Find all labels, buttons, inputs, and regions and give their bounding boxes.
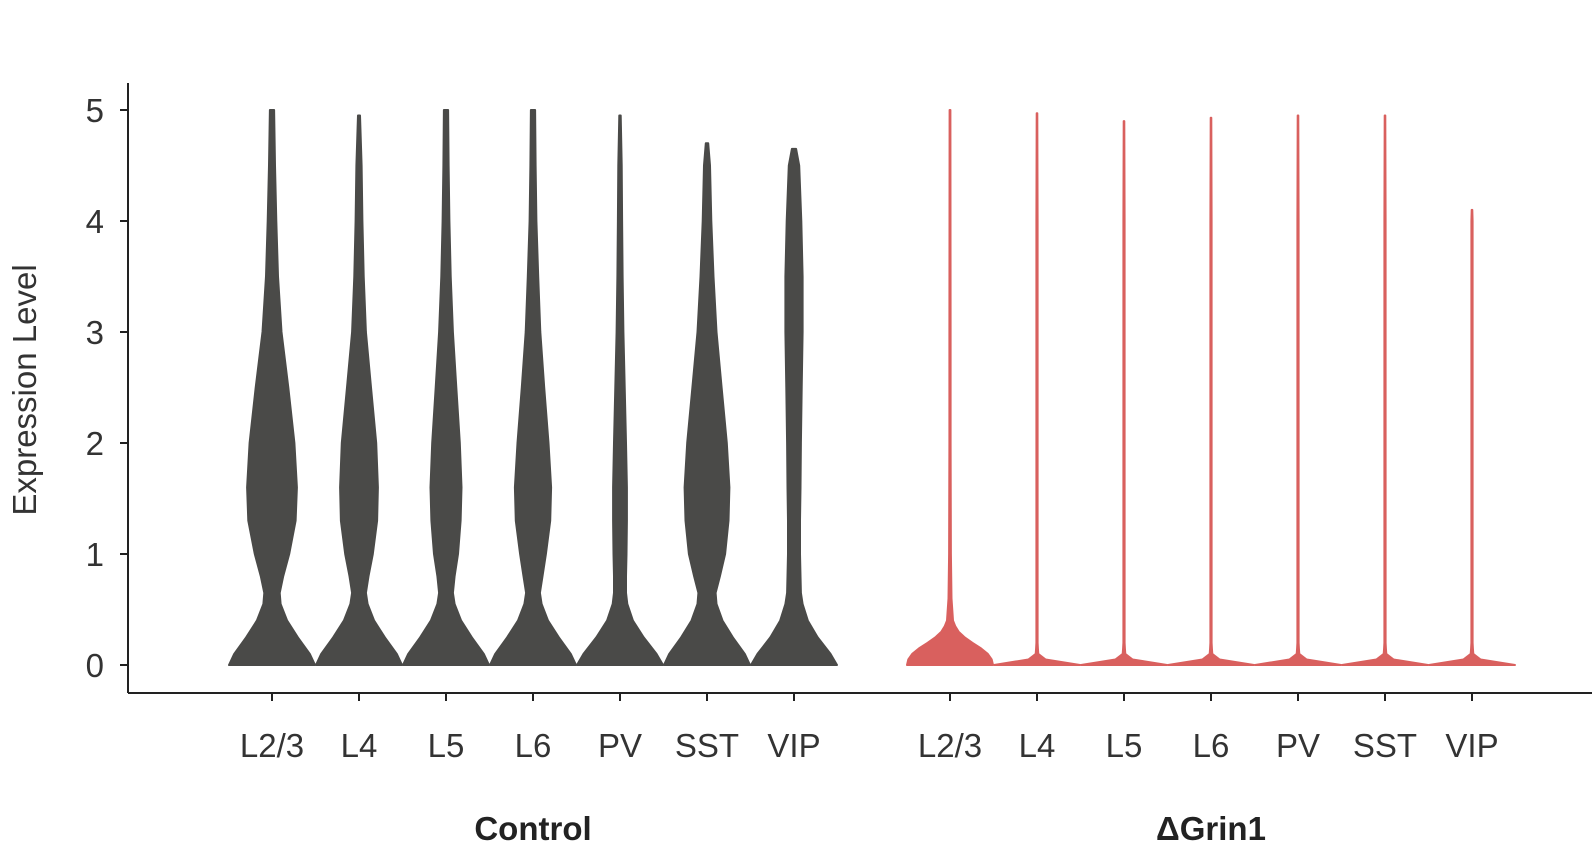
x-tick-label: L2/3 — [240, 727, 304, 764]
x-tick-label: VIP — [767, 727, 820, 764]
violin-control-vip — [750, 147, 838, 666]
y-ticks: 0 1 2 3 4 5 — [86, 92, 128, 684]
x-tick-label: L5 — [1106, 727, 1143, 764]
violin-grin1-l5 — [1080, 120, 1168, 666]
x-tick-label: VIP — [1445, 727, 1498, 764]
x-tick-label: SST — [1353, 727, 1417, 764]
x-tick-label: L4 — [1019, 727, 1056, 764]
x-axis: L2/3 L4 L5 L6 PV SST VIP L2/3 L4 L5 L6 PV SST VIP — [128, 692, 1592, 764]
x-tick-label: L5 — [428, 727, 465, 764]
violin-grin1-l6 — [1167, 116, 1255, 666]
x-tick-label: L4 — [341, 727, 378, 764]
violin-grin1-sst — [1341, 114, 1429, 666]
y-tick-label: 4 — [86, 203, 104, 240]
x-tick-label: L2/3 — [918, 727, 982, 764]
y-tick-label: 2 — [86, 425, 104, 462]
y-axis: 0 1 2 3 4 5 Expression Level — [6, 83, 129, 693]
violin-grin1-l2-3 — [906, 109, 994, 666]
violin-control-l4 — [315, 114, 403, 666]
group-labels: Control ΔGrin1 — [474, 810, 1266, 843]
y-tick-label: 0 — [86, 647, 104, 684]
y-tick-label: 1 — [86, 536, 104, 573]
violin-control-l6 — [489, 109, 577, 666]
y-tick-label: 5 — [86, 92, 104, 129]
x-ticks: L2/3 L4 L5 L6 PV SST VIP L2/3 L4 L5 L6 PV SST VIP — [240, 693, 1499, 764]
x-tick-label: L6 — [1193, 727, 1230, 764]
violin-control-pv — [576, 114, 664, 666]
y-tick-label: 3 — [86, 314, 104, 351]
violin-grin1-l4 — [993, 112, 1081, 666]
violin-grin1-pv — [1254, 114, 1342, 666]
violins — [228, 109, 1516, 666]
violin-control-l2-3 — [228, 109, 316, 666]
x-tick-label: PV — [598, 727, 642, 764]
violin-grin1-vip — [1428, 208, 1516, 666]
group-label-1: ΔGrin1 — [1156, 810, 1266, 843]
x-tick-label: L6 — [515, 727, 552, 764]
violin-control-l5 — [402, 109, 490, 666]
y-axis-label: Expression Level — [6, 264, 43, 515]
group-label-0: Control — [474, 810, 591, 843]
x-tick-label: PV — [1276, 727, 1320, 764]
x-tick-label: SST — [675, 727, 739, 764]
violin-control-sst — [663, 142, 751, 666]
